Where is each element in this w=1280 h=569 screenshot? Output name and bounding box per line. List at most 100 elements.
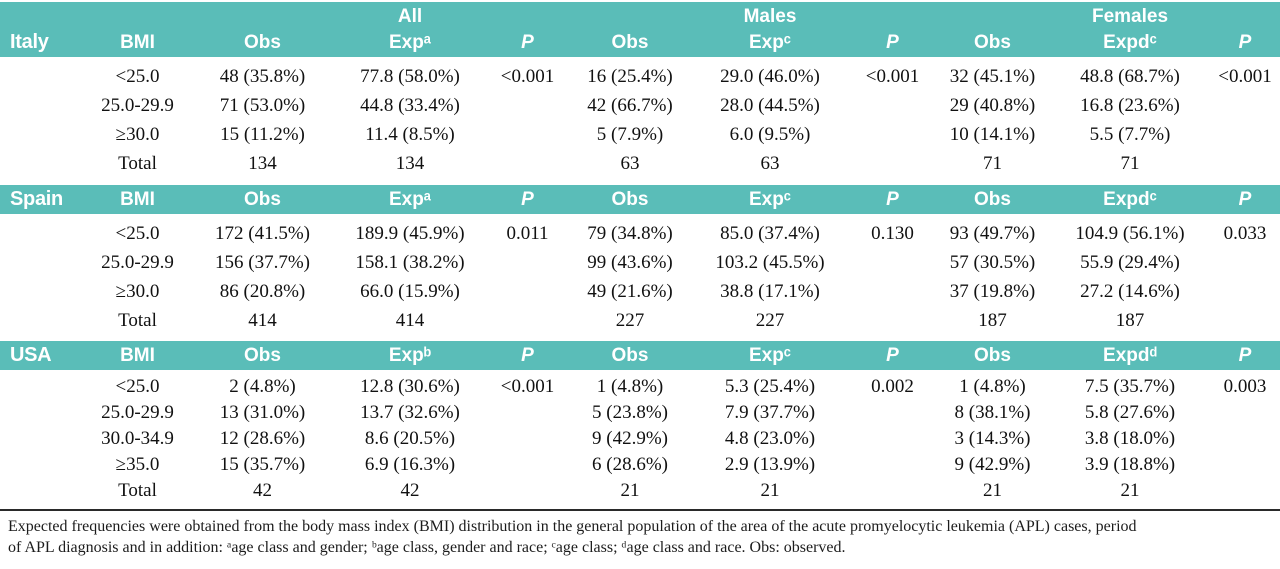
table-cell: 15 (35.7%) [219,454,306,475]
table-cell: 8.6 (20.5%) [364,428,456,449]
table-cell: 7.5 (35.7%) [1084,376,1176,397]
group-header-row: All Males Females [0,4,1280,29]
col-header-obs-females: Obs [974,189,1011,210]
table-row: Total 134 134 63 63 71 71 [0,149,1280,178]
italy-data-rows: <25.0 48 (35.8%) 77.8 (58.0%) <0.001 16 (25.… [0,62,1280,178]
table-cell: 3 (14.3%) [954,428,1031,449]
table-row: Total 414 414 227 227 187 187 [0,306,1280,335]
table-cell: 134 [395,152,425,174]
table-cell: 414 [248,309,277,331]
table-cell: <0.001 [500,376,555,397]
table-cell: 0.130 [871,222,914,244]
usa-data-rows: <25.0 2 (4.8%) 12.8 (30.6%) <0.001 1 (4.8%) 5… [0,374,1280,504]
col-header-obs-females: Obs [974,32,1011,53]
col-header-obs-females: Obs [974,345,1011,366]
col-header-exp-females: Expdᶜ [1103,189,1157,210]
table-cell: 189.9 (45.9%) [355,222,465,244]
col-header-exp-all: Expᵇ [388,345,432,366]
table-cell: 29 (40.8%) [949,94,1036,116]
col-header-p-females: P [1238,189,1252,210]
col-header-obs-all: Obs [244,345,281,366]
table-cell: 11.4 (8.5%) [365,123,455,145]
table-cell: 38.8 (17.1%) [720,280,820,302]
section-title-italy: Italy [10,31,49,53]
table-row: Total 42 42 21 21 21 21 [0,478,1280,504]
col-header-obs-males: Obs [611,32,649,53]
table-cell: 12.8 (30.6%) [360,376,460,397]
table-cell: 3.8 (18.0%) [1084,428,1176,449]
col-header-exp-males: Expᶜ [748,345,792,366]
col-header-p-males: P [886,32,899,53]
table-cell: 57 (30.5%) [949,251,1036,273]
usa-header-band: USA BMI Obs Expᵇ P Obs Expᶜ P Obs Expdᵈ … [0,341,1280,370]
table-cell: 8 (38.1%) [954,402,1031,423]
table-cell: ≥30.0 [115,280,160,302]
table-cell: 21 [620,480,640,501]
table-cell: 103.2 (45.5%) [715,251,825,273]
table-cell: 0.033 [1223,222,1267,244]
table-cell: 227 [615,309,645,331]
table-cell: 21 [983,480,1002,501]
table-cell: Total [118,152,157,174]
table-cell: 2.9 (13.9%) [724,454,816,475]
table-cell: ≥30.0 [115,123,160,145]
table-cell: <25.0 [115,222,160,244]
table-cell: 172 (41.5%) [215,222,310,244]
table-cell: 227 [755,309,785,331]
table-cell: 9 (42.9%) [592,428,668,449]
table-cell: 5 (7.9%) [596,123,664,145]
table-cell: 3.9 (18.8%) [1084,454,1176,475]
table-cell: 63 [760,152,780,174]
col-header-bmi: BMI [120,32,155,53]
table-cell: Total [118,309,157,331]
table-cell: <0.001 [500,65,555,87]
table-cell: 66.0 (15.9%) [360,280,460,302]
table-cell: 5.8 (27.6%) [1084,402,1176,423]
table-cell: 7.9 (37.7%) [724,402,816,423]
spain-data-rows: <25.0 172 (41.5%) 189.9 (45.9%) 0.011 79 (34… [0,219,1280,335]
spain-header-band: Spain BMI Obs Expᵃ P Obs Expᶜ P Obs Expd… [0,185,1280,214]
table-cell: <25.0 [115,65,160,87]
table-cell: 1 (4.8%) [596,376,664,397]
col-header-obs-males: Obs [611,189,649,210]
group-header-males: Males [743,6,797,27]
table-cell: 48 (35.8%) [219,65,306,87]
table-cell: 77.8 (58.0%) [360,65,460,87]
table-cell: 187 [978,309,1007,331]
table-cell: 0.011 [506,222,549,244]
table-cell: 6.0 (9.5%) [729,123,811,145]
table-cell: 16 (25.4%) [587,65,673,87]
col-header-exp-males: Expᶜ [748,32,792,53]
section-title-usa: USA [10,344,52,366]
table-row: ≥30.0 86 (20.8%) 66.0 (15.9%) 49 (21.6%) 38.… [0,277,1280,306]
table-cell: 99 (43.6%) [587,251,673,273]
table-cell: 25.0-29.9 [101,94,174,116]
table-cell: 5.5 (7.7%) [1089,123,1171,145]
table-cell: 6 (28.6%) [592,454,668,475]
col-header-exp-males: Expᶜ [748,189,792,210]
col-header-exp-all: Expᵃ [388,32,432,53]
col-header-bmi: BMI [120,345,155,366]
table-row: 25.0-29.9 71 (53.0%) 44.8 (33.4%) 42 (66.7%… [0,91,1280,120]
col-header-p-females: P [1238,32,1252,53]
col-header-p-males: P [886,189,899,210]
table-cell: 42 [253,480,272,501]
col-header-exp-females: Expdᵈ [1103,345,1157,366]
table-cell: 187 [1115,309,1145,331]
table-cell: 85.0 (37.4%) [720,222,820,244]
table-row: <25.0 48 (35.8%) 77.8 (58.0%) <0.001 16 (25.… [0,62,1280,91]
table-cell: 37 (19.8%) [949,280,1036,302]
table-cell: 48.8 (68.7%) [1080,65,1180,87]
table-cell: 158.1 (38.2%) [355,251,465,273]
table-cell: 13.7 (32.6%) [360,402,460,423]
table-cell: <25.0 [115,376,160,397]
table-row: <25.0 2 (4.8%) 12.8 (30.6%) <0.001 1 (4.8%) 5… [0,374,1280,400]
table-cell: 25.0-29.9 [101,251,174,273]
group-header-females: Females [1091,6,1169,27]
table-cell: 15 (11.2%) [220,123,305,145]
table-cell: 42 (66.7%) [587,94,673,116]
table-cell: 44.8 (33.4%) [360,94,460,116]
table-row: 30.0-34.9 12 (28.6%) 8.6 (20.5%) 9 (42.9%) 4… [0,426,1280,452]
table-cell: 32 (45.1%) [949,65,1036,87]
table-cell: 27.2 (14.6%) [1080,280,1180,302]
